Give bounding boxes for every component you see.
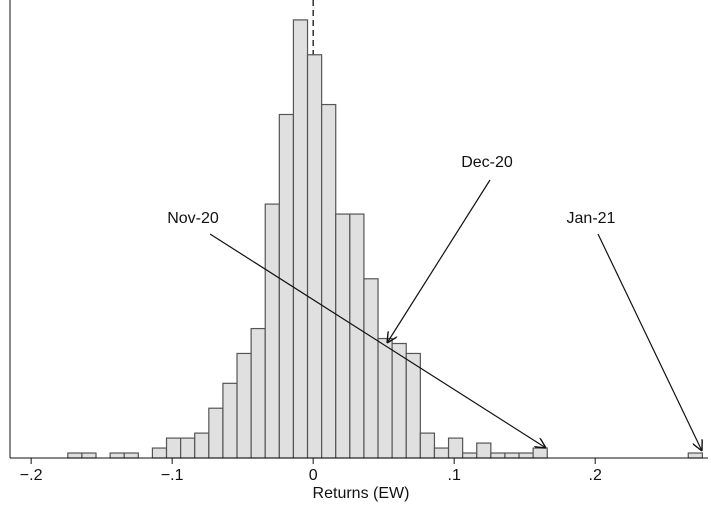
bar <box>264 203 280 459</box>
bar <box>349 213 365 459</box>
bar <box>321 103 337 459</box>
bar <box>292 19 309 459</box>
bar <box>405 352 421 459</box>
bar <box>532 447 548 459</box>
bar <box>504 452 520 459</box>
x-axis-label: Returns (EW) <box>313 485 410 502</box>
bar <box>123 452 139 459</box>
bar <box>391 342 407 459</box>
bar <box>180 437 196 459</box>
x-tick-label: .1 <box>448 467 461 484</box>
bar <box>377 337 393 459</box>
x-tick-label: 0 <box>309 467 318 484</box>
annotation: Dec-20 <box>461 154 513 171</box>
bar <box>419 432 436 459</box>
bar <box>165 437 182 459</box>
bar <box>433 447 450 459</box>
bar <box>194 432 210 459</box>
x-tick-label: .2 <box>589 467 602 484</box>
bar <box>236 352 252 459</box>
bar <box>490 452 506 459</box>
bar <box>447 437 464 459</box>
bar <box>335 213 351 459</box>
bar <box>109 452 125 459</box>
annotation: Jan-21 <box>567 210 616 227</box>
bar <box>67 452 83 459</box>
x-tick-label: −.2 <box>20 467 43 484</box>
bar <box>222 382 238 459</box>
annotation: Nov-20 <box>167 210 219 227</box>
bar <box>81 452 97 459</box>
annotation-arrow <box>209 233 546 448</box>
annotation-arrow <box>387 179 491 343</box>
bar <box>306 54 323 459</box>
bar <box>208 407 224 459</box>
bar <box>476 442 492 459</box>
x-tick-label: −.1 <box>161 467 184 484</box>
bar <box>518 452 534 459</box>
bar <box>151 447 168 459</box>
bar <box>462 452 478 459</box>
annotation-arrow <box>597 233 702 451</box>
bar <box>363 278 379 459</box>
bar <box>250 327 266 459</box>
bar <box>687 452 703 459</box>
